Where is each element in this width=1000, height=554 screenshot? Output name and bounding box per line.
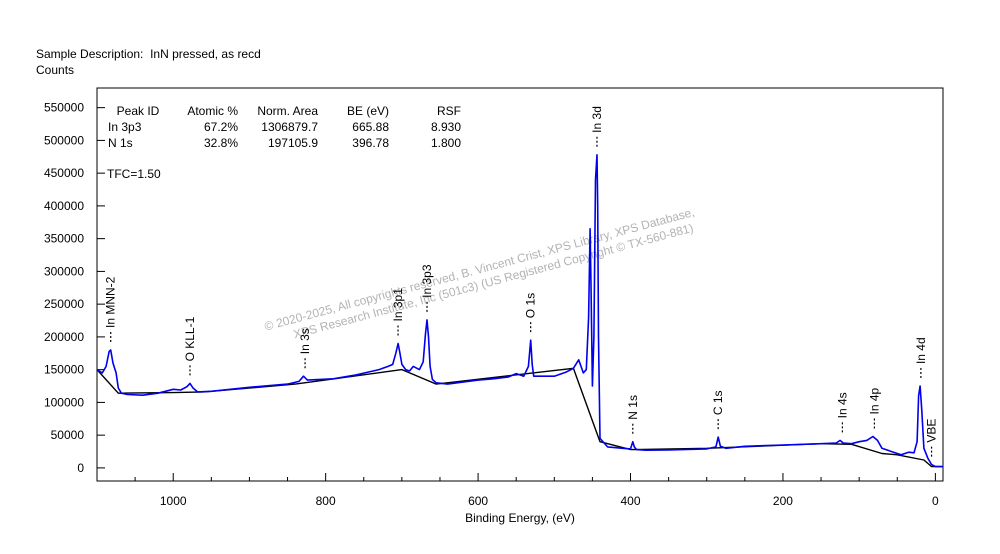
y-tick-label: 250000 [44, 297, 84, 311]
peak-annotation: VBE [925, 419, 939, 457]
peak-label: O KLL-1 [183, 316, 197, 361]
peak-annotation: In MNN-2 [104, 276, 118, 342]
peak-label: In 3p3 [420, 264, 434, 298]
peak-label: In 4d [914, 337, 928, 364]
peak-annotation: In 4s [835, 392, 849, 433]
table-header-cell: RSF [437, 104, 461, 118]
x-axis-title: Binding Energy, (eV) [465, 511, 575, 525]
table-header-cell: Atomic % [187, 104, 238, 118]
background-line [96, 367, 943, 468]
table-cell: 8.930 [431, 120, 461, 134]
peak-label: In 3s [298, 328, 312, 354]
table-header-cell: Peak ID [117, 104, 160, 118]
sample-description-value: InN pressed, as recd [150, 47, 261, 61]
y-unit-label: Counts [36, 63, 75, 77]
peak-annotation: In 4d [914, 337, 928, 379]
table-cell: 67.2% [204, 120, 238, 134]
table-cell: In 3p3 [108, 120, 142, 134]
x-axis: 1000 800 600 400 200 0 [96, 473, 939, 508]
y-tick-label: 550000 [44, 101, 84, 115]
y-tick-label: 150000 [44, 363, 84, 377]
spectrum-line [96, 154, 943, 468]
x-tick-label: 400 [620, 494, 640, 508]
peak-label: In 3p1 [391, 288, 405, 322]
peak-label: VBE [925, 419, 939, 443]
y-tick-label: 50000 [51, 428, 85, 442]
sample-description: Sample Description: InN pressed, as recd [36, 47, 261, 61]
sample-description-label: Sample Description: [36, 47, 144, 61]
peak-label: In 4s [835, 392, 849, 418]
peak-annotation: In 3p3 [420, 264, 434, 312]
peak-annotation: In 3d [590, 106, 604, 147]
x-tick-label: 600 [468, 494, 488, 508]
y-tick-label: 200000 [44, 330, 84, 344]
peak-annotation: In 3p1 [391, 288, 405, 336]
x-tick-label: 800 [316, 494, 336, 508]
peak-annotation: C 1s [711, 390, 725, 430]
table-cell: 396.78 [352, 136, 389, 150]
peak-label: O 1s [524, 293, 538, 318]
plot-frame [96, 87, 944, 482]
x-tick-label: 0 [932, 494, 939, 508]
peak-table: Peak ID Atomic % Norm. Area BE (eV) RSF In 3p… [108, 104, 461, 150]
table-cell: 1.800 [431, 136, 461, 150]
y-tick-label: 0 [77, 461, 84, 475]
tfc-label: TFC=1.50 [107, 167, 161, 181]
peak-label: In 4p [867, 387, 881, 414]
y-tick-label: 100000 [44, 395, 84, 409]
series-layer [96, 154, 943, 468]
table-header-cell: BE (eV) [347, 104, 389, 118]
table-cell: 197105.9 [268, 136, 318, 150]
peak-annotation: N 1s [626, 395, 640, 434]
peak-label: N 1s [626, 395, 640, 420]
table-cell: N 1s [108, 136, 133, 150]
watermark-line-1: © 2020-2025, All copyrights reserved, B.… [263, 205, 696, 334]
peak-label: In MNN-2 [104, 276, 118, 328]
x-tick-label: 1000 [160, 494, 187, 508]
watermark-line-2: XPS Research Institute, Inc (501c3) (US … [292, 221, 695, 342]
y-tick-label: 400000 [44, 199, 84, 213]
y-tick-label: 300000 [44, 264, 84, 278]
peak-label: C 1s [711, 390, 725, 415]
y-axis: 0 50000 100000 150000 200000 250000 300000 3500… [44, 101, 105, 475]
x-tick-label: 200 [773, 494, 793, 508]
peak-annotation: O KLL-1 [183, 316, 197, 376]
watermark: © 2020-2025, All copyrights reserved, B.… [263, 205, 696, 342]
peak-annotation: O 1s [524, 293, 538, 333]
peak-label: In 3d [590, 106, 604, 133]
table-cell: 665.88 [352, 120, 389, 134]
y-tick-label: 350000 [44, 232, 84, 246]
peak-annotations: In MNN-2 O KLL-1 In 3s In 3p1 In 3p3 O 1s In 3… [104, 106, 939, 457]
table-header-cell: Norm. Area [257, 104, 318, 118]
y-tick-label: 450000 [44, 166, 84, 180]
y-tick-label: 500000 [44, 133, 84, 147]
table-cell: 32.8% [204, 136, 238, 150]
table-cell: 1306879.7 [261, 120, 318, 134]
peak-annotation: In 3s [298, 328, 312, 369]
peak-annotation: In 4p [867, 387, 881, 429]
